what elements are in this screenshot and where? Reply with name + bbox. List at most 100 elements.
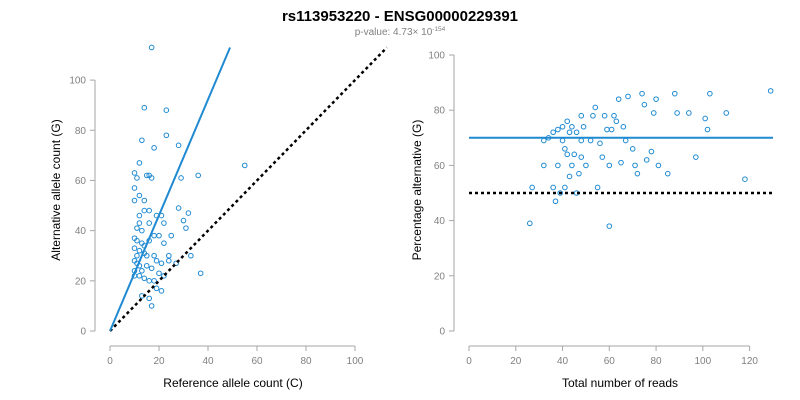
data-point [569,123,575,130]
data-point [611,112,617,119]
data-point [555,126,561,133]
y-tick-label: 20 [75,276,87,287]
data-point [541,137,547,144]
data-point [185,210,192,216]
data-point [139,267,145,274]
y-tick-label: 60 [75,176,87,187]
data-point [559,137,566,144]
data-point [158,260,165,267]
data-point [566,173,573,180]
data-point [664,170,671,177]
reference-line [109,46,388,332]
data-point [153,285,160,292]
data-point [608,126,615,133]
x-tick-label: 100 [347,356,364,367]
data-point [594,184,601,191]
data-point [146,220,152,226]
data-point [555,162,561,169]
data-point [143,252,150,259]
p-value-times: × 10 [413,27,433,38]
data-point [686,110,692,116]
data-point [597,140,603,147]
y-tick-label: 0 [439,327,445,338]
data-point [648,148,655,155]
data-point [141,197,148,204]
data-point [592,104,599,111]
data-point [601,112,608,119]
p-value-subtitle: p-value: 4.73× 10-154 [355,26,446,38]
data-point [604,126,610,133]
data-point [629,146,636,152]
data-point [625,93,631,100]
data-point [134,237,140,244]
data-point [180,217,187,224]
data-point [599,154,606,160]
data-point [632,162,638,169]
y-tick-label: 40 [75,226,87,237]
data-point [166,252,172,259]
data-point [704,126,711,133]
y-tick-label: 100 [69,76,86,87]
scatter-total-vs-percent: Total number of reads Percentage alterna… [410,51,774,390]
data-point [163,132,170,139]
data-point [148,175,155,181]
data-point [707,90,713,97]
data-point [643,157,650,163]
y-tick-label: 20 [434,271,446,282]
x-tick-label: 80 [651,356,663,367]
data-point [569,162,575,169]
y-tick-label: 0 [80,327,86,338]
fit-line [109,47,231,332]
x-tick-label: 40 [202,356,214,367]
data-point [576,170,582,177]
data-point [552,198,559,205]
data-point [143,172,150,179]
data-point [557,190,564,196]
data-point [139,137,145,144]
x-tick-label: 20 [510,356,522,367]
data-point [241,162,248,169]
data-point [674,110,680,116]
data-point [578,137,585,144]
data-point [136,273,143,279]
data-point [131,245,138,251]
data-point [163,107,170,113]
data-point [566,129,573,136]
x-axis-label: Total number of reads [562,376,678,390]
data-point [175,142,182,149]
data-point [562,146,568,152]
data-point [151,145,157,151]
y-tick-label: 60 [434,161,446,172]
y-tick-label: 80 [434,106,446,117]
data-point [161,240,167,246]
x-tick-label: 40 [557,356,569,367]
x-tick-label: 60 [251,356,263,367]
data-point [136,247,143,254]
data-point [156,232,162,239]
data-point [583,162,589,169]
data-point [161,273,167,279]
data-point [571,151,578,158]
x-tick-label: 100 [695,356,712,367]
data-point [143,262,150,269]
data-point [606,223,613,229]
x-axis-label: Reference allele count (C) [163,376,302,390]
x-tick-label: 120 [741,356,758,367]
data-point [622,137,629,144]
data-point [615,96,622,102]
x-tick-label: 80 [300,356,312,367]
data-point [578,154,585,160]
data-point [529,184,535,191]
data-point [141,207,148,214]
data-point [161,220,167,226]
y-axis-label: Alternative allele count (G) [49,119,63,260]
data-point [541,162,547,169]
data-point [613,118,620,125]
data-point [148,265,155,272]
data-point [527,220,533,227]
data-point [641,101,648,108]
data-point [562,184,568,191]
data-point [653,96,659,102]
y-tick-label: 100 [428,51,445,62]
